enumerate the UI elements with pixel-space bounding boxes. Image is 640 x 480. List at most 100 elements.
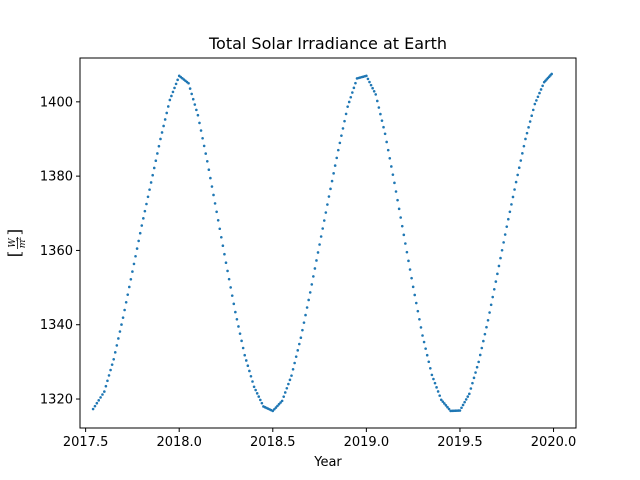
data-point: [336, 148, 340, 152]
data-point: [396, 198, 399, 202]
data-point: [162, 124, 165, 128]
data-point: [216, 218, 220, 222]
data-point: [104, 384, 108, 388]
data-point: [212, 193, 215, 197]
data-point: [371, 86, 374, 90]
data-point: [443, 402, 446, 405]
y-axis: 1320 1340 1360 1380 1400: [40, 95, 80, 408]
data-point: [124, 301, 128, 304]
data-point: [193, 103, 197, 106]
data-point: [221, 244, 225, 248]
data-point: [316, 251, 320, 254]
data-point: [499, 256, 502, 260]
data-point: [99, 396, 102, 399]
data-point: [176, 78, 179, 82]
data-point: [302, 321, 306, 324]
data-point: [168, 98, 172, 102]
data-point: [393, 181, 396, 185]
data-point: [425, 353, 429, 357]
chart-title: Total Solar Irradiance at Earth: [208, 34, 447, 53]
x-tick-label: 2020.0: [531, 435, 577, 450]
data-point: [477, 360, 480, 364]
data-point: [513, 188, 516, 191]
data-point: [377, 106, 381, 109]
data-point: [121, 316, 125, 319]
data-point: [103, 390, 106, 393]
data-point: [486, 318, 490, 322]
data-point: [347, 100, 351, 104]
data-point: [109, 368, 112, 372]
data-point: [539, 88, 543, 91]
data-point: [118, 330, 122, 333]
data-point: [173, 86, 176, 90]
data-point: [280, 399, 284, 403]
data-point: [252, 385, 256, 389]
data-point: [464, 398, 468, 401]
data-point: [229, 286, 232, 289]
data-point: [522, 144, 526, 148]
data-point: [460, 406, 463, 410]
data-point: [517, 166, 521, 170]
data-point: [101, 393, 104, 396]
data-point: [511, 195, 515, 199]
data-point: [131, 270, 134, 273]
x-tick-label: 2019.5: [437, 435, 483, 450]
data-point: [93, 404, 97, 408]
data-point: [240, 339, 243, 343]
data-point: [218, 227, 222, 231]
data-point: [210, 185, 214, 188]
data-point: [305, 306, 309, 309]
data-point: [308, 291, 312, 294]
data-point: [255, 392, 259, 395]
data-point: [354, 81, 357, 85]
data-point: [489, 303, 493, 307]
data-point: [120, 323, 123, 326]
data-point: [288, 378, 292, 382]
data-point: [344, 112, 348, 116]
data-point: [346, 105, 349, 108]
data-point: [226, 269, 229, 273]
data-point: [273, 407, 276, 411]
data-point: [372, 90, 376, 93]
data-point: [418, 317, 421, 321]
data-point: [287, 382, 290, 386]
data-point: [369, 83, 373, 87]
data-point: [422, 340, 426, 344]
data-point: [505, 225, 509, 228]
data-point: [282, 395, 286, 398]
data-point: [411, 285, 415, 289]
data-point: [483, 332, 487, 336]
data-point: [474, 371, 477, 374]
data-point: [338, 141, 342, 145]
data-point: [508, 210, 512, 214]
y-label-exponent: 2: [16, 237, 23, 241]
data-point: [475, 365, 479, 369]
data-point: [340, 134, 343, 137]
data-point: [492, 288, 496, 291]
data-point: [307, 298, 310, 302]
data-point: [497, 264, 501, 268]
data-point: [191, 97, 195, 101]
data-point: [199, 129, 203, 132]
data-point: [145, 202, 148, 206]
data-point: [198, 121, 201, 125]
x-tick-label: 2019.0: [344, 435, 390, 450]
data-point: [531, 108, 535, 112]
data-point: [391, 173, 395, 176]
data-point: [410, 276, 413, 280]
data-point: [374, 93, 378, 96]
data-point: [458, 409, 462, 412]
data-point: [536, 95, 540, 99]
data-point: [260, 401, 264, 405]
data-point: [507, 217, 510, 221]
data-point: [143, 209, 147, 213]
data-point: [550, 72, 553, 76]
data-point: [419, 326, 423, 329]
data-point: [500, 248, 504, 252]
data-point: [207, 168, 211, 171]
data-point: [254, 388, 257, 392]
data-point: [414, 301, 418, 305]
data-point: [413, 293, 417, 297]
data-point: [444, 404, 448, 407]
data-point: [375, 99, 379, 103]
